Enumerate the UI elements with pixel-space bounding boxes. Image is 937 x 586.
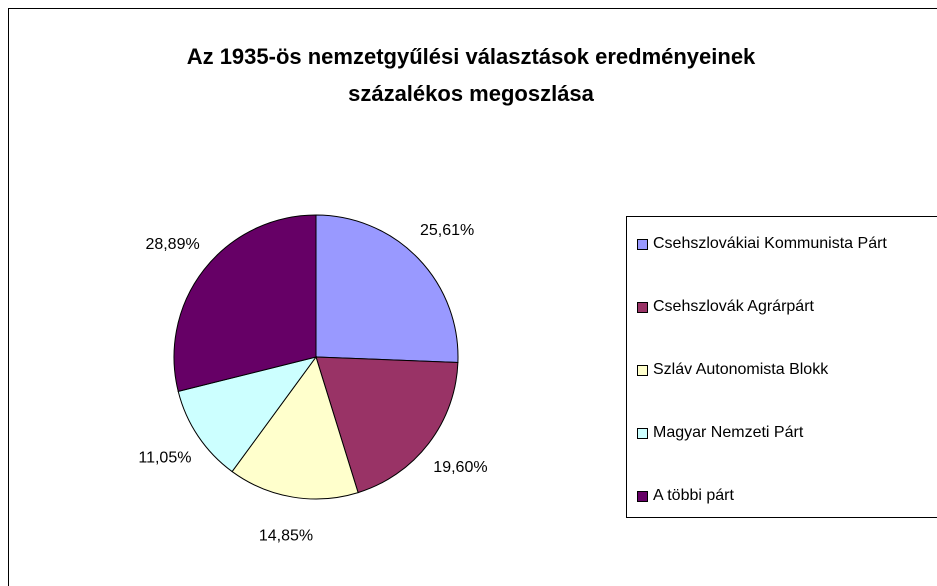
legend-label: Csehszlovákiai Kommunista Párt	[653, 235, 887, 252]
pie-slice	[177, 356, 318, 473]
legend: Csehszlovákiai Kommunista Párt Csehszlová…	[626, 216, 937, 518]
legend-label: Szláv Autonomista Blokk	[653, 361, 829, 378]
legend-item: A többi párt	[637, 485, 937, 548]
data-label: 28,89%	[145, 236, 199, 253]
pie-slice	[315, 356, 459, 494]
legend-swatch	[637, 428, 648, 439]
legend-item: Szláv Autonomista Blokk	[637, 359, 937, 422]
legend-item: Csehszlovák Agrárpárt	[637, 296, 937, 359]
legend-label: Csehszlovák Agrárpárt	[653, 298, 814, 315]
data-label: 11,05%	[138, 450, 191, 467]
chart-border	[8, 8, 937, 586]
legend-item: Csehszlovákiai Kommunista Párt	[637, 233, 937, 296]
pie-slice	[231, 355, 359, 500]
legend-item: Magyar Nemzeti Párt	[637, 422, 937, 485]
legend-swatch	[637, 365, 648, 376]
chart-title: Az 1935-ös nemzetgyűlési választások ere…	[186, 44, 756, 106]
pie-slice	[315, 214, 459, 363]
data-label: 25,61%	[420, 222, 474, 239]
legend-label: Magyar Nemzeti Párt	[653, 424, 804, 441]
legend-swatch	[637, 302, 648, 313]
legend-label: A többi párt	[653, 487, 734, 504]
legend-swatch	[637, 239, 648, 250]
data-label: 14,85%	[259, 528, 313, 545]
data-label: 19,60%	[433, 459, 487, 476]
pie-slice	[173, 214, 317, 392]
legend-swatch	[637, 491, 648, 502]
